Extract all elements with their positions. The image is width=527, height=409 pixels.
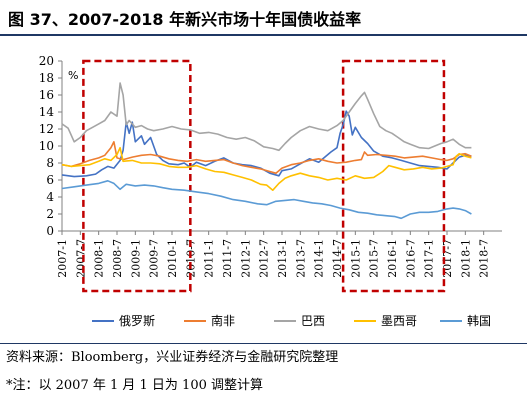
source-rule (0, 343, 527, 344)
y-tick-label: 14 (39, 105, 55, 119)
y-unit-label: % (68, 69, 78, 82)
legend-label: 墨西哥 (381, 314, 418, 328)
highlight-box (82, 59, 192, 293)
x-tick-label: 2018-7 (478, 239, 491, 278)
x-tick-label: 2013-7 (294, 239, 307, 278)
legend-swatch (274, 319, 296, 322)
highlight-boxes (82, 59, 446, 293)
y-tick-label: 0 (46, 224, 54, 238)
series-lines (61, 82, 472, 220)
x-tick-label: 2015-7 (368, 239, 381, 278)
y-tick-label: 20 (39, 54, 54, 68)
x-tick-label: 2014-7 (331, 239, 344, 278)
legend-label: 南非 (211, 314, 236, 328)
chart-legend: 俄罗斯 南非 巴西 墨西哥 韩国 (92, 312, 512, 332)
legend-label: 俄罗斯 (119, 314, 156, 328)
y-tick-label: 18 (39, 71, 54, 85)
title-rule (0, 34, 527, 36)
legend-item: 巴西 (274, 312, 325, 329)
x-tick-label: 2013-1 (276, 239, 289, 278)
x-tick-label: 2016-7 (404, 239, 417, 278)
y-tick-label: 10 (39, 139, 54, 153)
y-tick-label: 16 (39, 88, 54, 102)
legend-item: 墨西哥 (354, 312, 417, 329)
x-tick-label: 2015-1 (349, 239, 362, 278)
note-text: *注：以 2007 年 1 月 1 日为 100 调整计算 (6, 378, 263, 393)
chart-axes: 0 2 4 6 8 10 12 14 16 18 20 2007-1 2007-7 2008-1 2008-… (39, 54, 502, 278)
series-line-巴西 (61, 82, 472, 152)
legend-item: 韩国 (440, 312, 491, 329)
x-tick-label: 2014-1 (313, 239, 326, 278)
series-line-韩国 (61, 180, 472, 220)
series-line-俄罗斯 (61, 110, 472, 178)
x-tick-label: 2009-7 (148, 239, 161, 278)
x-tick-label: 2010-7 (184, 239, 197, 278)
legend-label: 韩国 (467, 314, 492, 328)
x-tick-label: 2009-1 (129, 239, 142, 278)
legend-item: 俄罗斯 (92, 312, 155, 329)
x-tick-label: 2010-1 (166, 239, 179, 278)
y-tick-label: 6 (46, 173, 54, 187)
yield-line-chart: 0 2 4 6 8 10 12 14 16 18 20 2007-1 2007-7 2008-1 2008-… (39, 54, 502, 293)
x-tick-label: 2011-7 (221, 239, 234, 278)
x-tick-label: 2012-7 (258, 239, 271, 278)
x-tick-label: 2008-1 (93, 239, 106, 278)
x-tick-label: 2011-1 (203, 239, 216, 278)
x-tick-label: 2012-1 (239, 239, 252, 278)
title-bar: 图 37、2007-2018 年新兴市场十年国债收益率 (0, 0, 527, 34)
legend-swatch (184, 319, 206, 322)
legend-swatch (354, 319, 376, 322)
x-tick-label: 2016-1 (386, 239, 399, 278)
x-tick-label: 2008-7 (111, 239, 124, 278)
source-text: 资料来源：Bloomberg，兴业证券经济与金融研究院整理 (6, 350, 339, 365)
legend-item: 南非 (184, 312, 235, 329)
x-tick-label: 2017-1 (423, 239, 436, 278)
series-line-南非 (61, 141, 472, 174)
legend-swatch (92, 319, 114, 322)
series-line-墨西哥 (61, 146, 472, 191)
legend-label: 巴西 (301, 314, 326, 328)
x-tick-label: 2018-1 (459, 239, 472, 278)
legend-swatch (440, 319, 462, 322)
y-tick-label: 4 (46, 190, 54, 204)
y-tick-label: 12 (39, 122, 54, 136)
y-tick-label: 8 (46, 156, 54, 170)
x-tick-label: 2007-7 (74, 239, 87, 278)
y-tick-label: 2 (46, 207, 54, 221)
figure-title: 图 37、2007-2018 年新兴市场十年国债收益率 (8, 10, 362, 29)
highlight-box (341, 59, 446, 293)
x-tick-label: 2007-1 (56, 239, 69, 278)
